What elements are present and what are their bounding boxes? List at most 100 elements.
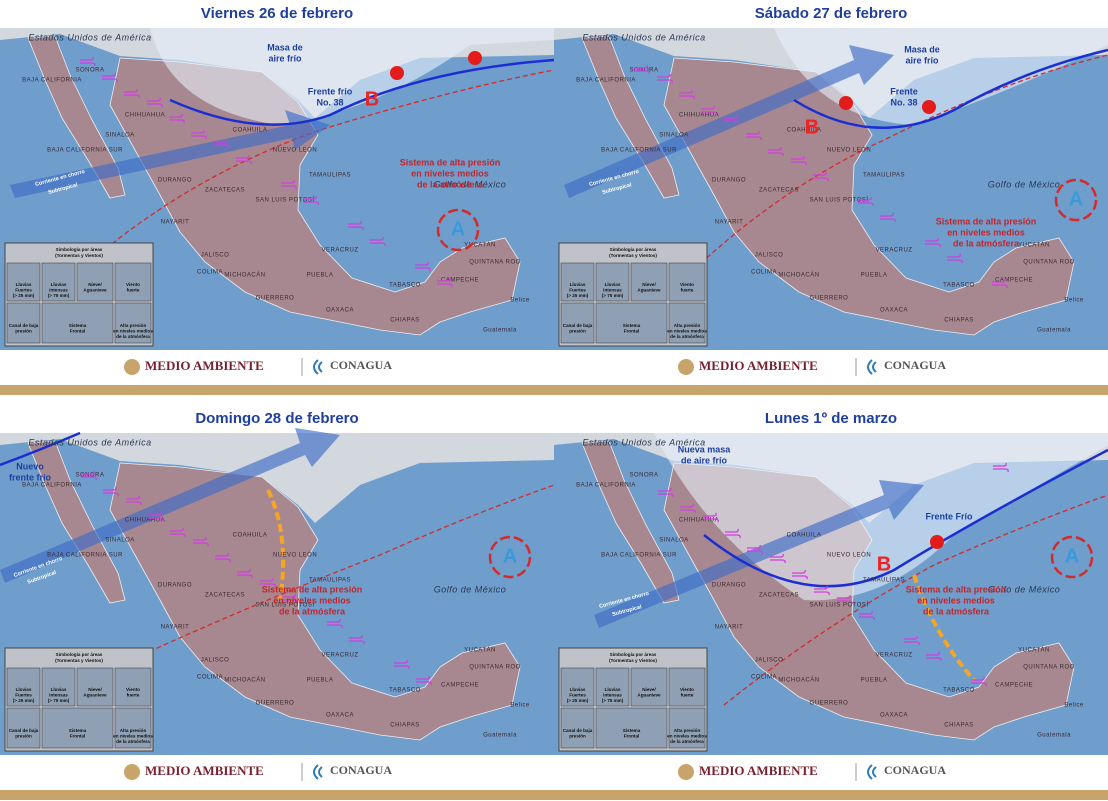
us-land [0,433,554,523]
legend-title: Simbología por áreas [610,652,657,657]
legend-cell [41,302,114,344]
legend-cell [630,667,668,707]
place-label: Belice [1064,703,1084,709]
annotation: en niveles medios [273,595,351,605]
legend-cell [6,302,41,344]
wind-icon [193,536,209,547]
ridge-line [723,494,1108,706]
legend-label: presión [569,734,586,739]
warm-front-marker [839,96,853,110]
legend-cell [114,302,152,344]
footer-bar [0,385,554,395]
place-label: Golfo de México [434,584,507,594]
legend-label: intensas [49,288,68,293]
legend-label: Lluvias [570,687,586,692]
cold-front [169,58,555,126]
place-label: BAJA CALIFORNIA [22,78,82,84]
place-label: SAN LUIS POTOSÍ [255,197,314,204]
place-label: BAJA CALIFORNIA SUR [47,148,123,154]
legend-cell [76,262,114,302]
place-label: COAHUILA [787,533,822,539]
panel-title: Viernes 26 de febrero [201,5,353,22]
wind-icon [724,114,740,125]
pressure-marker: A [451,218,465,240]
place-label: COAHUILA [787,128,822,134]
place-label: SINALOA [659,538,689,544]
wind-icon [126,495,142,506]
legend-label: en niveles medios [113,329,153,334]
place-label: NAYARIT [715,625,744,631]
legend-cell [114,262,152,302]
place-label: NUEVO LEÓN [273,552,317,559]
wind-icon [993,462,1009,473]
mexico-land [109,57,521,336]
wind-icon [634,64,650,75]
wind-icon [791,155,807,166]
place-label: MICHOACÁN [224,272,265,279]
legend-cell [6,262,41,302]
legend-cell [668,707,706,749]
wind-icon [348,220,364,231]
place-label: PUEBLA [307,678,334,684]
legend-label: en niveles medios [667,734,707,739]
place-label: COAHUILA [233,533,268,539]
place-label: Guatemala [483,328,517,334]
footer-label: MEDIO AMBIENTE [145,358,264,373]
wind-icon [327,618,343,629]
place-label: SINALOA [105,133,135,139]
legend: Simbología por áreas(Tormentas y Vientos… [558,647,708,752]
jet-stream [10,110,330,198]
place-label: PUEBLA [307,273,334,279]
wind-icon [214,138,230,149]
legend-label: (> 75 mm) [602,698,624,703]
legend-cell [560,262,595,302]
wind-icon [904,635,920,646]
place-label: CHIHUAHUA [679,518,719,524]
forecast-panel: Lunes 1º de marzo Estados Unidos de Améri… [554,405,1108,801]
pressure-marker: B [805,116,819,138]
legend-label: Aguanieve [637,693,661,698]
legend-label: (> 75 mm) [48,293,70,298]
place-label: Estados Unidos de América [28,32,151,42]
wind-icon [260,577,276,588]
legend-cell [41,707,114,749]
place-label: JALISCO [755,253,784,259]
place-label: DURANGO [158,178,192,184]
baja-land [27,35,126,199]
place-label: NUEVO LEÓN [827,147,871,154]
legend-label: Lluvias [570,282,586,287]
legend-label: Alta presión [120,728,147,733]
footer-label: MEDIO AMBIENTE [145,763,264,778]
wind-icon [992,278,1008,289]
wind-icon [725,528,741,539]
panel-title: Sábado 27 de febrero [755,5,908,22]
place-label: Guatemala [1037,328,1071,334]
legend-title: (Tormentas y Vientos) [609,658,657,663]
legend-label: en niveles medios [113,734,153,739]
semarnat-logo [678,359,694,375]
place-label: CHIAPAS [944,723,973,729]
legend-label: Alta presión [120,323,147,328]
place-label: SINALOA [105,538,135,544]
legend-label: presión [15,734,32,739]
place-label: MICHOACÁN [224,677,265,684]
place-label: TABASCO [943,283,975,289]
place-label: QUINTANA ROO [469,260,521,266]
place-label: COLIMA [197,675,223,681]
legend-label: Aguanieve [83,693,107,698]
legend-cell [76,667,114,707]
semarnat-logo [124,764,140,780]
place-label: BAJA CALIFORNIA SUR [601,148,677,154]
wind-icon [657,73,673,84]
place-label: SAN LUIS POTOSÍ [809,197,868,204]
footer-label: CONAGUA [330,358,392,372]
place-label: CAMPECHE [995,683,1033,689]
annotation: Frente frío [308,86,353,96]
legend-label: Canal de baja [563,728,593,733]
place-label: OAXACA [326,308,354,314]
place-label: TABASCO [389,283,421,289]
place-label: SONORA [75,68,104,74]
legend-cell [595,262,630,302]
annotation: de la atmósfera [953,238,1020,248]
panel-title: Lunes 1º de marzo [765,410,897,427]
